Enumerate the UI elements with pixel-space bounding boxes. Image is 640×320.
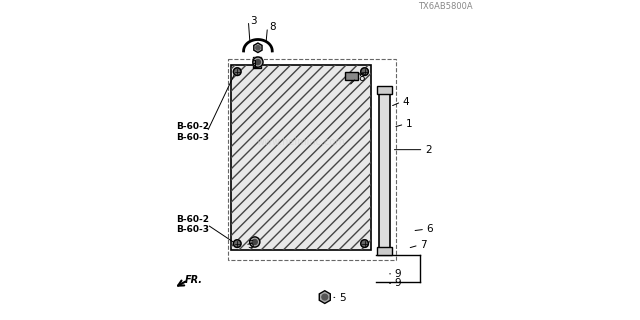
Circle shape bbox=[255, 60, 260, 65]
Bar bbox=[228, 59, 396, 260]
Polygon shape bbox=[319, 291, 330, 303]
Circle shape bbox=[361, 68, 369, 76]
Text: www.helminc.com: www.helminc.com bbox=[257, 137, 345, 147]
Text: 9: 9 bbox=[395, 278, 401, 288]
Circle shape bbox=[253, 57, 263, 67]
Text: 3: 3 bbox=[250, 16, 257, 26]
Text: 1: 1 bbox=[406, 119, 413, 129]
Circle shape bbox=[252, 239, 257, 244]
Text: TX6AB5800A: TX6AB5800A bbox=[418, 2, 473, 11]
Text: 5: 5 bbox=[247, 240, 253, 250]
Circle shape bbox=[234, 240, 241, 247]
Text: B-60-2
B-60-3: B-60-2 B-60-3 bbox=[176, 215, 209, 234]
Text: 6: 6 bbox=[427, 224, 433, 234]
Text: 1: 1 bbox=[252, 60, 258, 70]
Text: B-60-2
B-60-3: B-60-2 B-60-3 bbox=[176, 123, 209, 142]
Bar bbox=[346, 72, 358, 80]
Text: 8: 8 bbox=[358, 73, 365, 83]
Bar bbox=[378, 86, 392, 94]
Bar bbox=[379, 91, 390, 250]
Circle shape bbox=[234, 68, 241, 76]
Circle shape bbox=[322, 294, 328, 300]
Text: FR.: FR. bbox=[185, 275, 203, 285]
Text: 5: 5 bbox=[339, 293, 346, 303]
Text: 4: 4 bbox=[403, 97, 410, 107]
Text: 2: 2 bbox=[425, 145, 432, 155]
Circle shape bbox=[361, 240, 369, 247]
Text: 7: 7 bbox=[420, 240, 427, 250]
Polygon shape bbox=[254, 43, 262, 52]
Bar bbox=[253, 57, 261, 68]
Text: 8: 8 bbox=[269, 22, 276, 32]
Text: 9: 9 bbox=[395, 269, 401, 279]
Bar bbox=[231, 65, 371, 250]
Circle shape bbox=[256, 46, 260, 50]
Circle shape bbox=[250, 237, 260, 247]
Bar bbox=[378, 247, 392, 255]
Bar bbox=[231, 65, 371, 250]
